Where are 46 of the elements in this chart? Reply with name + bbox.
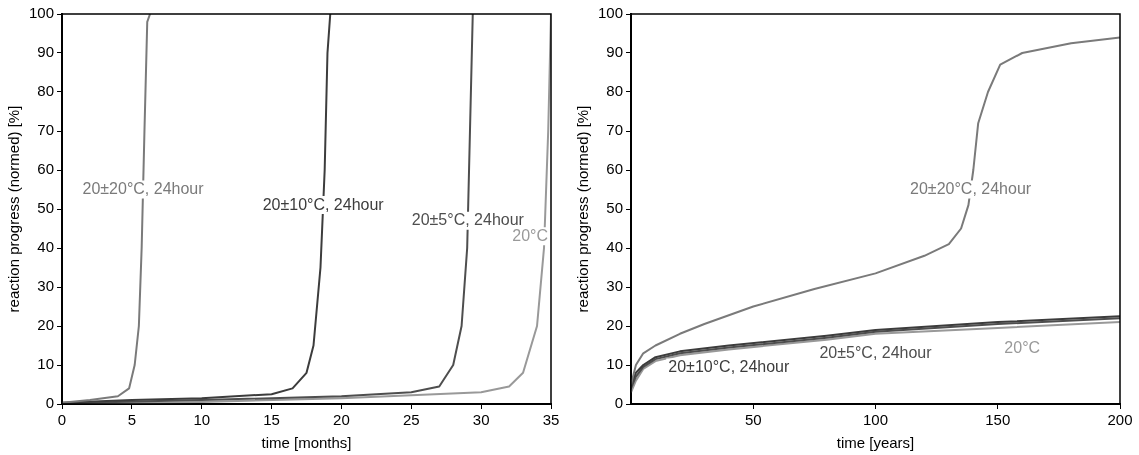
x-tick-label: 5 — [127, 411, 137, 429]
x-tick-label: 150 — [985, 411, 1011, 429]
series-label: 20±10°C, 24hour — [668, 357, 791, 375]
series-label: 20±20°C, 24hour — [910, 179, 1032, 197]
y-tick-label: 60 — [37, 160, 55, 178]
series-label: 20±5°C, 24hour — [411, 211, 525, 229]
x-tick-label: 200 — [1107, 411, 1133, 429]
series-label: 20±10°C, 24hour — [262, 195, 385, 213]
y-tick-label: 100 — [29, 4, 55, 22]
y-tick-label: 20 — [606, 316, 624, 334]
y-tick-label: 10 — [606, 355, 624, 373]
x-tick-label: 35 — [542, 411, 560, 429]
y-tick-label: 0 — [45, 394, 55, 412]
y-axis-title: reaction progress (normed) [%] — [5, 105, 23, 313]
x-axis-title: time [months] — [261, 434, 352, 452]
series-label: 20±5°C, 24hour — [819, 344, 933, 362]
y-tick-label: 70 — [37, 121, 55, 139]
x-tick-label: 100 — [863, 411, 889, 429]
y-tick-label: 20 — [37, 316, 55, 334]
x-tick-label: 0 — [57, 411, 67, 429]
y-axis-title: reaction progress (normed) [%] — [574, 105, 592, 313]
y-tick-label: 0 — [614, 394, 624, 412]
y-tick-label: 70 — [606, 121, 624, 139]
x-tick-label: 20 — [333, 411, 350, 429]
x-tick-label: 50 — [744, 411, 762, 429]
y-tick-label: 30 — [606, 277, 624, 295]
series-label: 20°C — [512, 226, 548, 244]
y-tick-label: 80 — [37, 82, 55, 100]
x-tick-label: 15 — [263, 411, 280, 429]
y-tick-label: 90 — [37, 43, 55, 61]
y-tick-label: 50 — [37, 199, 55, 217]
y-tick-label: 30 — [37, 277, 55, 295]
y-tick-label: 40 — [37, 238, 55, 256]
x-tick-label: 30 — [472, 411, 490, 429]
y-tick-label: 60 — [606, 160, 624, 178]
y-tick-label: 90 — [606, 43, 624, 61]
y-tick-label: 40 — [606, 238, 624, 256]
y-tick-label: 80 — [606, 82, 624, 100]
y-tick-label: 10 — [37, 355, 55, 373]
x-tick-label: 25 — [402, 411, 420, 429]
series-label: 20°C — [1004, 339, 1041, 357]
x-tick-label: 10 — [193, 411, 211, 429]
y-tick-label: 100 — [598, 4, 624, 22]
series-label: 20±20°C, 24hour — [82, 179, 205, 197]
x-axis-title: time [years] — [836, 434, 915, 452]
y-tick-label: 50 — [606, 199, 624, 217]
